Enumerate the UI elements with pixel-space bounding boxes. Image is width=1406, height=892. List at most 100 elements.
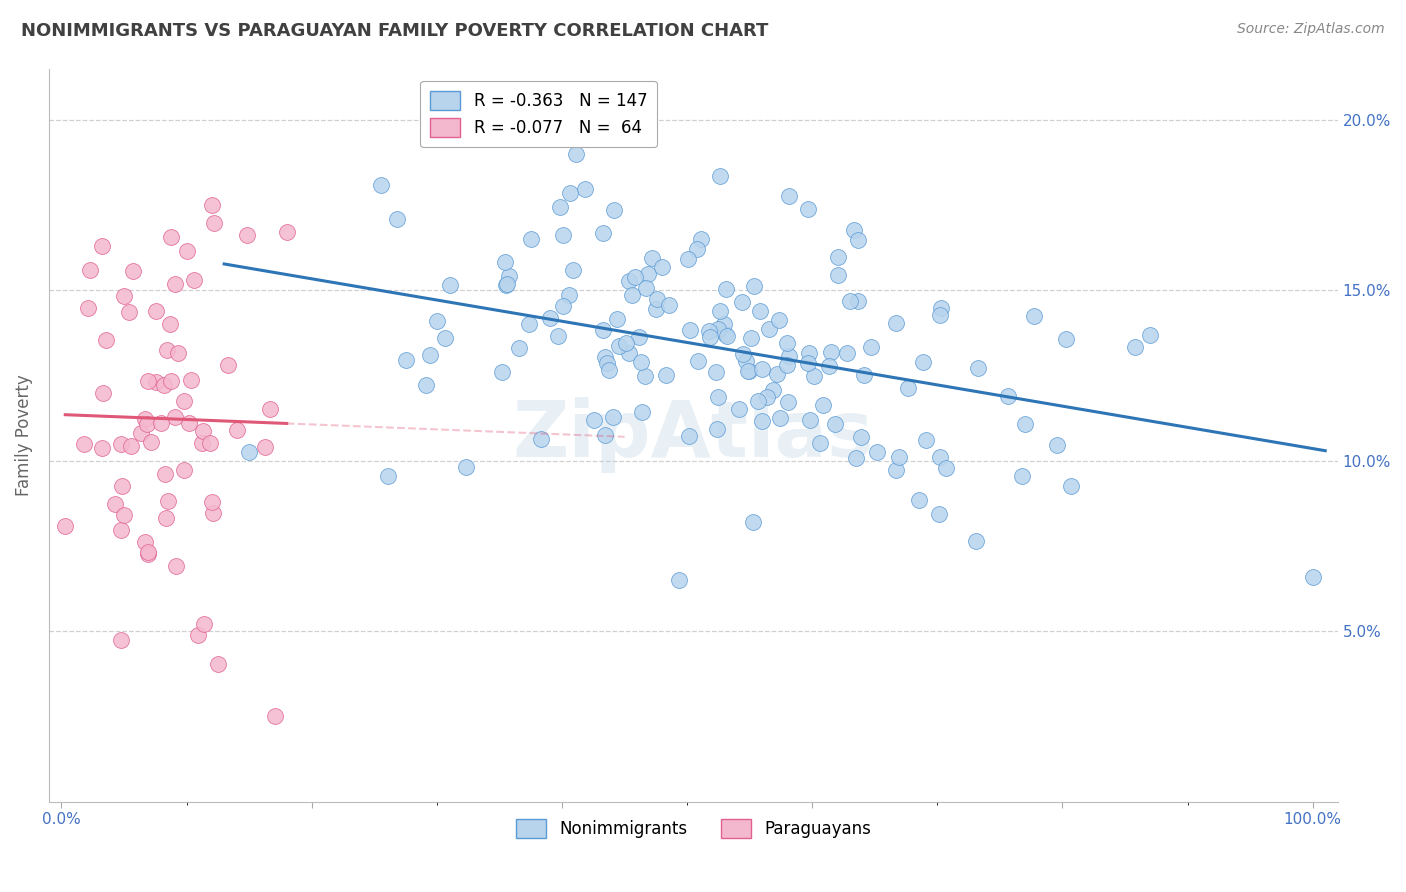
Point <box>560 186 582 200</box>
Point <box>238 445 260 459</box>
Point <box>159 230 181 244</box>
Point <box>160 374 183 388</box>
Point <box>202 216 225 230</box>
Point <box>582 412 605 426</box>
Point <box>690 232 713 246</box>
Text: NONIMMIGRANTS VS PARAGUAYAN FAMILY POVERTY CORRELATION CHART: NONIMMIGRANTS VS PARAGUAYAN FAMILY POVER… <box>21 22 769 40</box>
Point <box>495 277 517 292</box>
Point <box>138 547 160 561</box>
Point <box>550 200 572 214</box>
Point <box>742 515 765 529</box>
Point <box>820 345 842 359</box>
Point <box>138 545 160 559</box>
Point <box>574 182 596 196</box>
Point <box>751 362 773 376</box>
Point <box>156 493 179 508</box>
Point <box>737 364 759 378</box>
Point <box>207 657 229 672</box>
Point <box>190 436 212 450</box>
Point <box>827 250 849 264</box>
Point <box>551 228 574 243</box>
Point <box>766 367 789 381</box>
Point <box>110 437 132 451</box>
Point <box>111 479 134 493</box>
Point <box>678 428 700 442</box>
Point <box>614 336 637 351</box>
Point <box>254 440 277 454</box>
Point <box>846 294 869 309</box>
Point <box>561 263 583 277</box>
Point <box>202 506 225 520</box>
Point <box>714 282 737 296</box>
Point <box>395 353 418 368</box>
Point <box>491 365 513 379</box>
Point <box>173 463 195 477</box>
Point <box>1302 569 1324 583</box>
Point <box>53 519 76 533</box>
Point <box>775 335 797 350</box>
Point <box>226 424 249 438</box>
Point <box>114 289 136 303</box>
Point <box>1024 309 1046 323</box>
Point <box>966 360 988 375</box>
Point <box>118 305 141 319</box>
Point <box>606 311 628 326</box>
Point <box>553 299 575 313</box>
Point <box>911 355 934 369</box>
Point <box>454 460 477 475</box>
Point <box>121 264 143 278</box>
Point <box>593 428 616 442</box>
Point <box>716 328 738 343</box>
Point <box>738 364 761 378</box>
Point <box>929 308 952 322</box>
Point <box>769 411 792 425</box>
Point <box>165 559 187 574</box>
Point <box>731 295 754 310</box>
Point <box>193 616 215 631</box>
Point <box>433 331 456 345</box>
Point <box>183 273 205 287</box>
Point <box>824 417 846 431</box>
Point <box>180 373 202 387</box>
Text: Source: ZipAtlas.com: Source: ZipAtlas.com <box>1237 22 1385 37</box>
Point <box>200 435 222 450</box>
Point <box>110 632 132 647</box>
Point <box>217 359 239 373</box>
Point <box>676 252 699 267</box>
Point <box>845 450 868 465</box>
Point <box>508 341 530 355</box>
Point <box>735 353 758 368</box>
Point <box>236 228 259 243</box>
Point <box>1011 469 1033 483</box>
Point <box>762 383 785 397</box>
Point <box>517 318 540 332</box>
Point <box>191 425 214 439</box>
Point <box>699 324 721 338</box>
Point <box>641 251 664 265</box>
Point <box>76 301 98 315</box>
Point <box>679 322 702 336</box>
Point <box>778 349 800 363</box>
Point <box>884 316 907 330</box>
Point <box>742 279 765 293</box>
Point <box>596 356 619 370</box>
Point <box>797 356 820 370</box>
Point <box>263 709 285 723</box>
Point <box>120 439 142 453</box>
Point <box>530 433 553 447</box>
Point <box>592 227 614 241</box>
Point <box>706 422 728 436</box>
Point <box>187 628 209 642</box>
Point <box>91 386 114 401</box>
Point <box>419 348 441 362</box>
Point <box>538 311 561 326</box>
Point <box>929 301 952 315</box>
Point <box>668 573 690 587</box>
Point <box>152 378 174 392</box>
Point <box>846 233 869 247</box>
Point <box>747 393 769 408</box>
Point <box>494 255 516 269</box>
Point <box>1014 417 1036 431</box>
Point <box>796 202 818 217</box>
Point <box>607 339 630 353</box>
